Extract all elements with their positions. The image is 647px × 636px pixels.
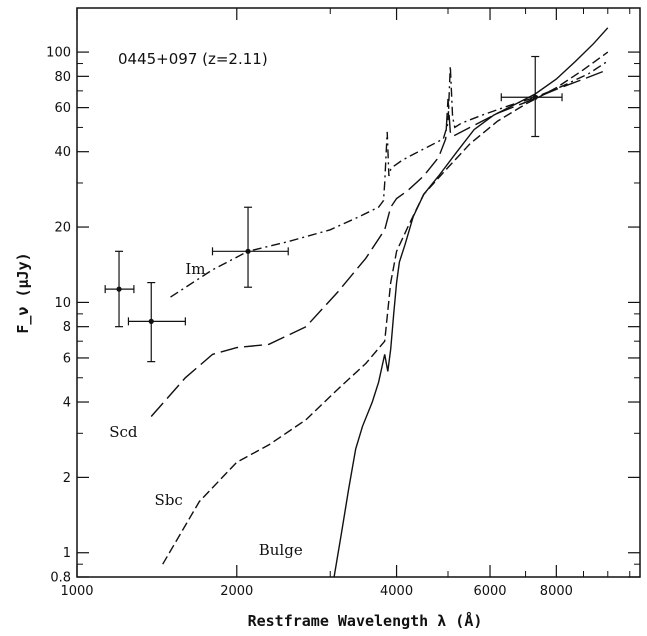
y-tick-label: 100: [46, 46, 71, 61]
series-group: [150, 27, 609, 578]
x-tick-label: 4000: [380, 584, 413, 599]
x-tick-label: 1000: [60, 584, 93, 599]
y-tick-label: 80: [54, 70, 71, 85]
chart-title: 0445+097 (z=2.11): [118, 50, 268, 68]
y-tick-label: 2: [63, 471, 71, 486]
y-tick-label: 0.8: [50, 571, 71, 586]
data-point: [148, 318, 154, 324]
data-point: [245, 248, 251, 254]
series-label-sbc: Sbc: [155, 491, 183, 509]
observations-group: [104, 55, 563, 363]
axis-ticks: 1000 2000 4000 6000 8000 0.8 1 2 4 6 8 10 20 40 60 80 10…: [46, 8, 640, 599]
y-tick-label: 20: [54, 221, 71, 236]
series-line-im: [170, 60, 609, 298]
y-axis-label: F_ν (μJy): [14, 252, 32, 333]
y-tick-label: 60: [54, 101, 71, 116]
y-tick-label: 4: [63, 396, 71, 411]
y-tick-label: 40: [54, 145, 71, 160]
y-tick-label: 1: [63, 546, 71, 561]
y-tick-label: 10: [54, 296, 71, 311]
series-line-scd: [150, 69, 609, 417]
series-label-im: Im: [185, 260, 205, 278]
plot-frame: [76, 7, 641, 578]
x-tick-label: 6000: [473, 584, 506, 599]
x-tick-label: 2000: [220, 584, 253, 599]
series-line-sbc: [162, 51, 609, 565]
series-line-bulge: [333, 27, 609, 578]
data-point: [116, 286, 122, 292]
series-label-bulge: Bulge: [259, 541, 303, 559]
x-axis-label: Restframe Wavelength λ (Å): [248, 611, 483, 630]
y-tick-label: 8: [63, 320, 71, 335]
series-label-scd: Scd: [109, 423, 138, 441]
series-labels: Im Scd Sbc Bulge: [109, 260, 303, 559]
data-point: [532, 94, 538, 100]
x-tick-label: 8000: [540, 584, 573, 599]
y-tick-label: 6: [63, 351, 71, 366]
